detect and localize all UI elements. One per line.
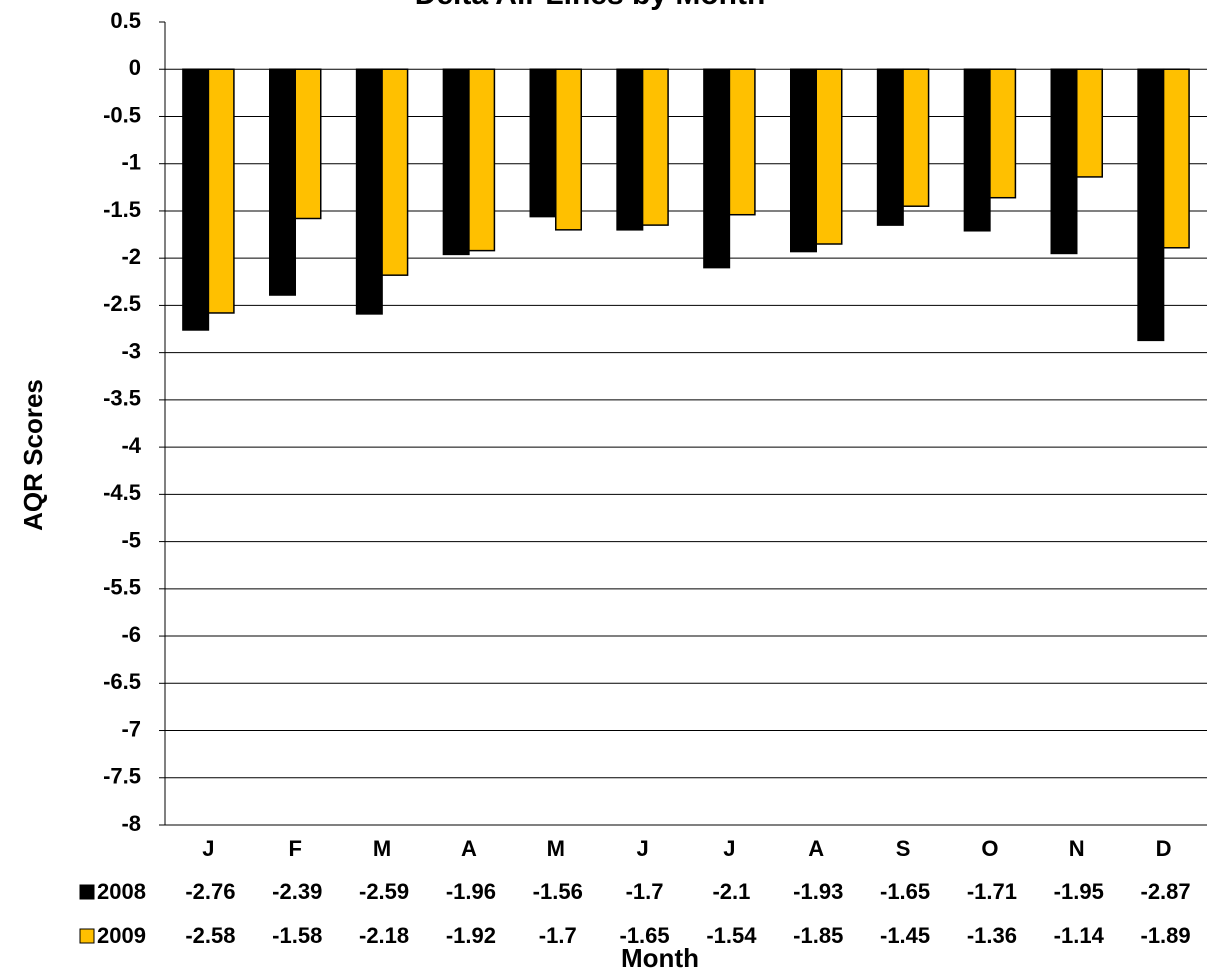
bar [963, 68, 991, 232]
bar [641, 68, 669, 226]
x-axis-label: Month [621, 943, 699, 973]
y-tick-label: -5.5 [103, 575, 141, 600]
data-table-value: -1.96 [446, 879, 496, 904]
bar [207, 68, 235, 314]
data-table-value: -1.85 [793, 923, 843, 948]
x-tick-label: S [896, 836, 911, 861]
data-table-value: -1.71 [967, 879, 1017, 904]
data-table-value: -1.54 [706, 923, 757, 948]
y-tick-label: -0.5 [103, 102, 141, 127]
bar [555, 68, 582, 231]
bar [442, 68, 470, 256]
bar [182, 68, 210, 331]
data-table-value: -1.93 [793, 879, 843, 904]
y-tick-label: -4 [121, 433, 141, 458]
data-table-value: -2.58 [185, 923, 235, 948]
bar [381, 68, 409, 276]
data-table-value: -2.76 [185, 879, 235, 904]
data-table-value: -1.65 [880, 879, 930, 904]
data-table-value: -1.89 [1141, 923, 1191, 948]
y-tick-label: -2.5 [103, 291, 141, 316]
x-tick-label: F [289, 836, 302, 861]
data-table-value: -2.39 [272, 879, 322, 904]
bar [468, 68, 496, 252]
bar [529, 68, 557, 218]
data-table-value: -1.56 [533, 879, 583, 904]
bar [1076, 68, 1103, 178]
y-tick-label: -6.5 [103, 669, 141, 694]
x-tick-label: J [636, 836, 648, 861]
data-table-value: -1.45 [880, 923, 930, 948]
data-table-value: -1.36 [967, 923, 1017, 948]
x-tick-label: J [202, 836, 214, 861]
data-table-value: -1.14 [1054, 923, 1105, 948]
legend-key [79, 884, 95, 900]
x-tick-label: M [547, 836, 565, 861]
data-table-value: -2.59 [359, 879, 409, 904]
y-tick-label: -1.5 [103, 197, 141, 222]
bar [1162, 68, 1190, 249]
data-table-value: -1.7 [626, 879, 664, 904]
y-tick-label: 0.5 [110, 8, 141, 33]
bar [902, 68, 930, 207]
data-table-value: -1.92 [446, 923, 496, 948]
bar [728, 68, 756, 216]
data-table-value: -1.65 [620, 923, 670, 948]
chart-title: Delta Air Lines by Month [415, 0, 766, 11]
y-tick-label: -2 [121, 244, 141, 269]
legend-label: 2009 [97, 923, 146, 948]
bar [876, 68, 904, 226]
y-tick-label: -7.5 [103, 764, 141, 789]
y-tick-label: -3.5 [103, 386, 141, 411]
x-tick-label: J [723, 836, 735, 861]
x-tick-label: A [808, 836, 824, 861]
y-axis-label: AQR Scores [18, 379, 48, 531]
y-tick-label: -4.5 [103, 480, 141, 505]
bar [790, 68, 817, 253]
y-tick-label: -1 [121, 150, 141, 175]
y-tick-label: -6 [121, 622, 141, 647]
data-table-value: -2.1 [712, 879, 750, 904]
bar [616, 68, 644, 231]
y-tick-label: -3 [121, 338, 141, 363]
bar [1137, 68, 1165, 342]
data-table-value: -2.87 [1141, 879, 1191, 904]
x-tick-label: N [1069, 836, 1085, 861]
x-tick-label: M [373, 836, 391, 861]
y-tick-label: -8 [121, 811, 141, 836]
x-tick-label: O [981, 836, 998, 861]
bar [355, 68, 383, 315]
data-table-value: -1.7 [539, 923, 577, 948]
y-tick-label: -7 [121, 716, 141, 741]
bar [815, 68, 843, 245]
y-tick-label: -5 [121, 527, 141, 552]
bar [989, 68, 1017, 199]
legend-label: 2008 [97, 879, 146, 904]
data-table-value: -1.95 [1054, 879, 1104, 904]
bar [703, 68, 731, 269]
bar [1050, 68, 1078, 255]
data-table-value: -1.58 [272, 923, 322, 948]
bar [269, 68, 296, 296]
legend-key [79, 928, 95, 944]
y-tick-label: 0 [129, 55, 141, 80]
x-tick-label: A [461, 836, 477, 861]
x-tick-label: D [1156, 836, 1172, 861]
bar [294, 68, 322, 220]
data-table-value: -2.18 [359, 923, 409, 948]
